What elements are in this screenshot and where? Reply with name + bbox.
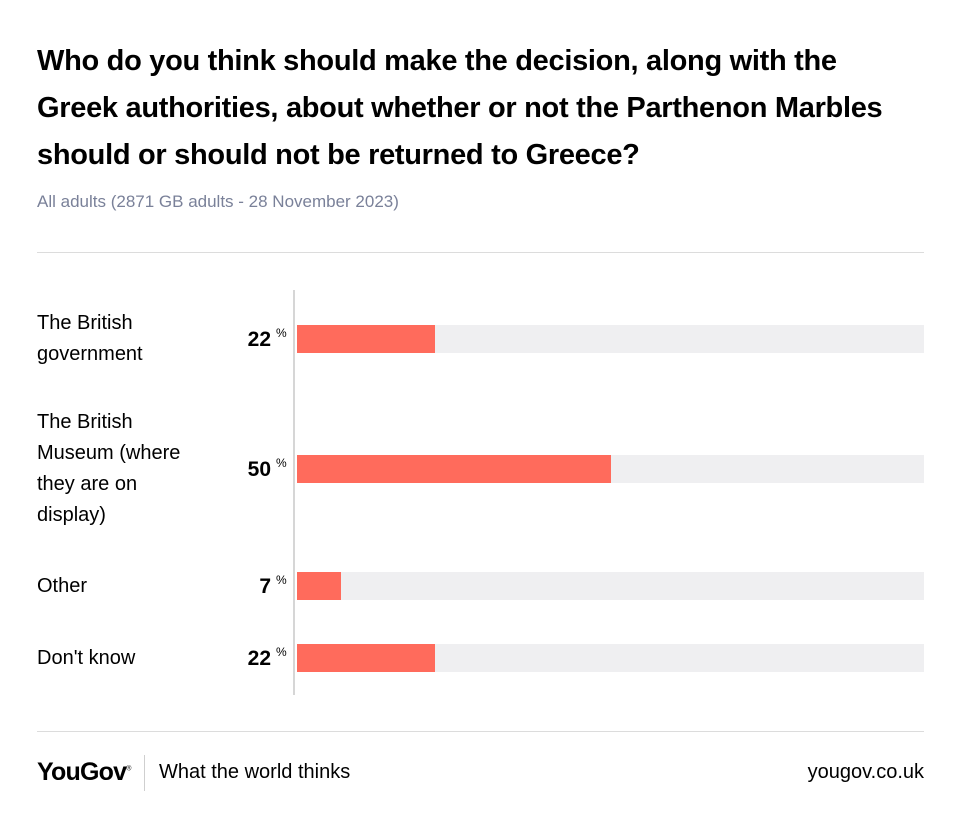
footer-divider — [144, 755, 145, 791]
bar-track — [297, 644, 924, 672]
footer-url[interactable]: yougov.co.uk — [807, 761, 924, 783]
percent-unit: % — [276, 645, 287, 659]
chart-title: Who do you think should make the decisio… — [37, 45, 883, 171]
y-axis-line — [293, 290, 295, 695]
category-label-line: Don't know — [37, 646, 136, 669]
percent-unit: % — [276, 456, 287, 470]
chart-subtitle: All adults (2871 GB adults - 28 November… — [37, 192, 399, 211]
category-label: The British government — [37, 308, 212, 370]
data-label: 50 — [247, 458, 271, 481]
bar[interactable] — [297, 572, 341, 600]
bar[interactable] — [297, 455, 611, 483]
percent-unit: % — [276, 326, 287, 340]
category-label-line: they are on — [37, 473, 138, 495]
category-label: Other — [37, 571, 212, 602]
category-label-line: Other — [37, 574, 88, 597]
category-label-line: The British — [37, 312, 133, 334]
bar-track — [297, 325, 924, 353]
bottom-divider — [37, 731, 924, 732]
data-label: 22 — [247, 328, 271, 351]
registered-mark: ® — [126, 765, 132, 773]
category-label: Don't know — [37, 643, 212, 674]
bar-track — [297, 455, 924, 483]
category-label-line: The British — [37, 411, 133, 433]
yougov-logo[interactable]: YouGov® — [37, 758, 131, 787]
bar[interactable] — [297, 325, 435, 353]
data-label: 7 — [259, 575, 271, 598]
category-label-line: display) — [37, 504, 106, 526]
footer-tagline: What the world thinks — [159, 761, 351, 783]
category-label-line: government — [37, 343, 143, 365]
bar-track — [297, 572, 924, 600]
bar[interactable] — [297, 644, 435, 672]
top-divider — [37, 252, 924, 253]
percent-unit: % — [276, 573, 287, 587]
category-label-line: Museum (where — [37, 442, 181, 464]
category-label: The British Museum (where they are on displ… — [37, 407, 212, 531]
brand-name: YouGov — [37, 758, 127, 786]
data-label: 22 — [247, 647, 271, 670]
